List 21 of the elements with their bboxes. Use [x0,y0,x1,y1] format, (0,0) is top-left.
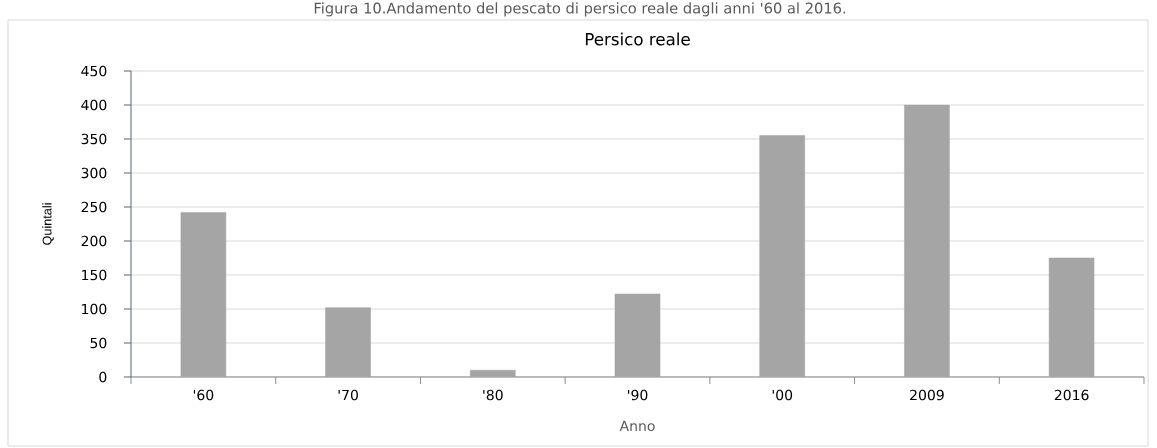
x-tick-label: '90 [628,389,648,401]
y-tick-label: 150 [82,269,107,281]
x-tick-label: '70 [338,389,358,401]
x-axis-title: Anno [619,420,655,432]
y-tick-label: 50 [90,337,107,349]
y-tick-label: 450 [81,65,107,77]
y-tick-label: 250 [81,201,107,213]
x-tick-label: 2009 [910,389,944,401]
x-tick-label: '00 [772,389,793,401]
text: Figura 10.Andamento del pescato di persico reale dagli anni '60 al 2016. [314,2,846,17]
y-axis-title: Quintali [42,203,54,245]
y-tick-label: 300 [81,167,107,179]
x-tick-label: '80 [483,389,503,401]
y-tick-label: 200 [81,235,107,247]
y-tick-label: 350 [81,133,107,145]
x-tick-label: 2016 [1054,389,1089,401]
chart-title: Persico reale [585,32,690,46]
x-tick-label: '60 [193,389,214,401]
y-tick-label: 100 [82,303,107,315]
y-tick-label: 0 [99,371,107,383]
y-tick-label: 400 [81,99,107,111]
